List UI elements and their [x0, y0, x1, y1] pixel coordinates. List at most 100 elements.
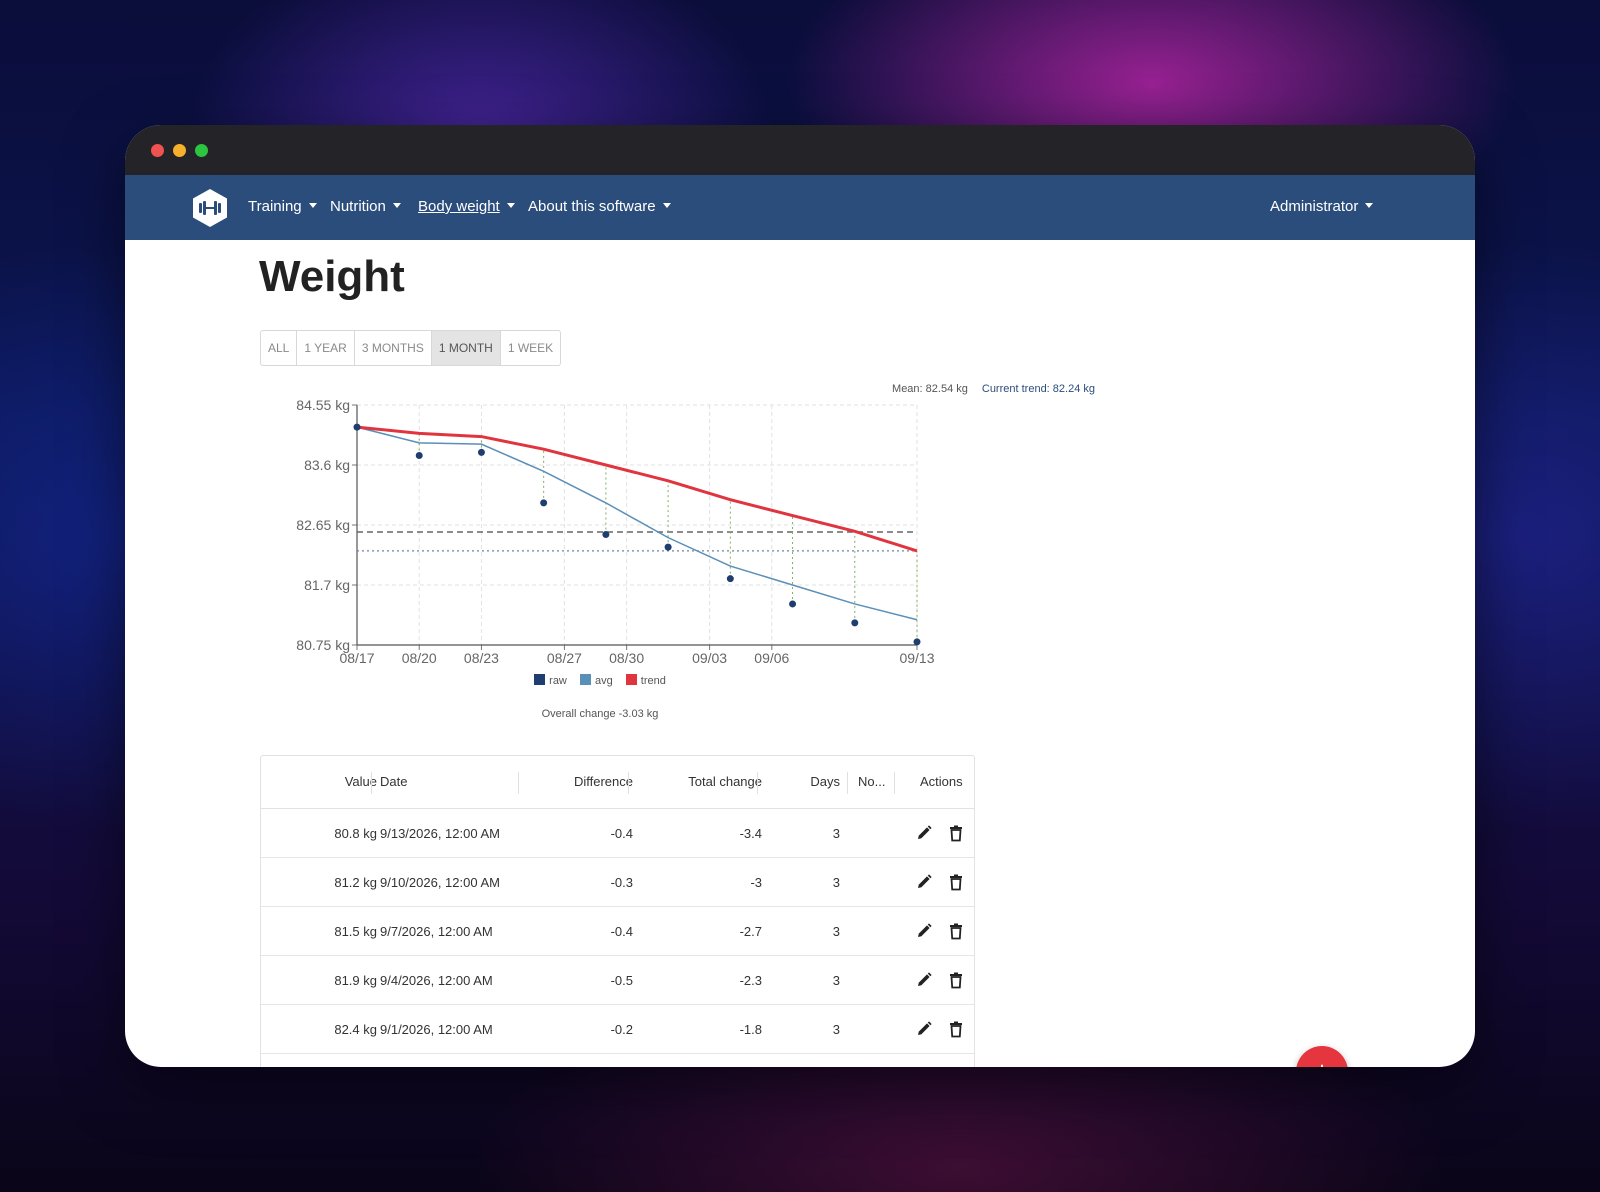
column-divider: [518, 772, 519, 794]
column-divider: [371, 772, 372, 794]
raw-data-point: [913, 638, 921, 646]
maximize-window-button[interactable]: [195, 144, 208, 157]
table-header: Value Date Difference Total change Days …: [261, 756, 974, 809]
col-date-header[interactable]: Date: [380, 774, 408, 789]
chevron-down-icon: [308, 203, 317, 208]
cell-date: 9/7/2026, 12:00 AM: [380, 924, 493, 939]
trash-icon[interactable]: [947, 1020, 965, 1038]
nav-nutrition-label: Nutrition: [330, 198, 386, 215]
nav-about-label: About this software: [528, 198, 656, 215]
col-total-change-header[interactable]: Total change: [688, 774, 762, 789]
navbar: Training Nutrition Body weight About thi…: [125, 175, 1475, 240]
pencil-icon[interactable]: [915, 873, 933, 891]
column-divider: [757, 772, 758, 794]
col-actions-header: Actions: [920, 774, 963, 789]
main-content: Weight ALL 1 YEAR 3 MONTHS 1 MONTH 1 WEE…: [125, 240, 1475, 1067]
table-row: 81.5 kg 9/7/2026, 12:00 AM -0.4 -2.7 3: [261, 907, 974, 956]
cell-date: 9/10/2026, 12:00 AM: [380, 875, 500, 890]
x-tick-label: 08/17: [339, 650, 374, 666]
table-row: 81.9 kg 9/4/2026, 12:00 AM -0.5 -2.3 3: [261, 956, 974, 1005]
weight-table: Value Date Difference Total change Days …: [260, 755, 975, 1067]
pencil-icon[interactable]: [915, 1020, 933, 1038]
col-days-header[interactable]: Days: [810, 774, 840, 789]
range-1-month-button[interactable]: 1 MONTH: [431, 331, 501, 365]
cell-total-change: -2.7: [739, 924, 762, 939]
chart-legend: raw avg trend: [285, 674, 915, 687]
cell-value: 80.8 kg: [334, 826, 377, 841]
range-3-months-button[interactable]: 3 MONTHS: [355, 331, 432, 365]
trend-series-line: [356, 425, 918, 553]
y-tick-label: 84.55 kg: [296, 397, 350, 413]
pencil-icon[interactable]: [915, 922, 933, 940]
chevron-down-icon: [392, 203, 401, 208]
trash-icon[interactable]: [947, 873, 965, 891]
raw-data-point: [477, 448, 485, 456]
nav-body-weight-label: Body weight: [418, 198, 500, 215]
range-1-week-button[interactable]: 1 WEEK: [507, 341, 554, 355]
minimize-window-button[interactable]: [173, 144, 186, 157]
trash-icon[interactable]: [947, 971, 965, 989]
cell-difference: -0.3: [610, 875, 633, 890]
x-tick-label: 08/30: [609, 650, 644, 666]
nav-training[interactable]: Training: [248, 198, 317, 215]
cell-days: 3: [832, 1022, 840, 1037]
range-selector: ALL 1 YEAR 3 MONTHS 1 MONTH 1 WEEK: [260, 330, 562, 366]
cell-difference: -0.4: [610, 826, 633, 841]
legend-raw[interactable]: raw: [534, 674, 567, 687]
legend-raw-swatch: [534, 674, 546, 685]
nav-body-weight[interactable]: Body weight: [418, 198, 515, 215]
table-row: 82.4 kg 9/1/2026, 12:00 AM -0.2 -1.8 3: [261, 1005, 974, 1054]
raw-data-point: [789, 600, 797, 608]
overall-change: Overall change -3.03 kg: [541, 708, 659, 720]
cell-difference: -0.4: [610, 924, 633, 939]
cell-value: 81.2 kg: [334, 875, 377, 890]
legend-trend[interactable]: trend: [625, 674, 666, 687]
cell-difference: -0.5: [610, 973, 633, 988]
dumbbell-logo-icon[interactable]: [191, 188, 229, 228]
y-tick-label: 82.65 kg: [296, 517, 350, 533]
legend-trend-swatch: [625, 674, 637, 685]
nav-nutrition[interactable]: Nutrition: [330, 198, 401, 215]
pencil-icon[interactable]: [915, 971, 933, 989]
col-value-header[interactable]: Value: [344, 774, 377, 789]
legend-trend-label: trend: [640, 675, 666, 687]
x-tick-label: 08/27: [547, 650, 582, 666]
nav-about[interactable]: About this software: [528, 198, 671, 215]
x-tick-label: 09/13: [899, 650, 934, 666]
cell-date: 9/4/2026, 12:00 AM: [380, 973, 493, 988]
column-divider: [847, 772, 848, 794]
cell-total-change: -1.8: [739, 1022, 762, 1037]
cell-days: 3: [832, 875, 840, 890]
trash-icon[interactable]: [947, 824, 965, 842]
close-window-button[interactable]: [151, 144, 164, 157]
cell-days: 3: [832, 973, 840, 988]
mean-stat: Mean: 82.54 kg: [892, 383, 968, 395]
cell-date: 9/13/2026, 12:00 AM: [380, 826, 500, 841]
y-tick-label: 81.7 kg: [304, 577, 350, 593]
chevron-down-icon: [1365, 203, 1374, 208]
raw-data-point: [602, 530, 610, 538]
range-all-button[interactable]: ALL: [261, 331, 298, 365]
nav-training-label: Training: [248, 198, 302, 215]
cell-total-change: -3: [750, 875, 762, 890]
range-1-year-button[interactable]: 1 YEAR: [297, 331, 355, 365]
cell-value: 81.5 kg: [334, 924, 377, 939]
add-entry-button[interactable]: +: [1296, 1046, 1348, 1067]
col-notes-header[interactable]: No...: [858, 774, 886, 789]
col-difference-header[interactable]: Difference: [573, 774, 633, 789]
raw-data-point: [664, 543, 672, 551]
nav-user-menu[interactable]: Administrator: [1270, 198, 1374, 215]
trash-icon[interactable]: [947, 922, 965, 940]
chevron-down-icon: [506, 203, 515, 208]
pencil-icon[interactable]: [915, 824, 933, 842]
table-body: 80.8 kg 9/13/2026, 12:00 AM -0.4 -3.4 3 81.2 …: [261, 809, 974, 1054]
legend-avg[interactable]: avg: [579, 674, 613, 687]
avg-series-line: [356, 426, 918, 621]
column-divider: [894, 772, 895, 794]
cell-days: 3: [832, 826, 840, 841]
cell-difference: -0.2: [610, 1022, 633, 1037]
table-row: 81.2 kg 9/10/2026, 12:00 AM -0.3 -3 3: [261, 858, 974, 907]
raw-data-point: [726, 575, 734, 583]
x-tick-label: 08/23: [464, 650, 499, 666]
